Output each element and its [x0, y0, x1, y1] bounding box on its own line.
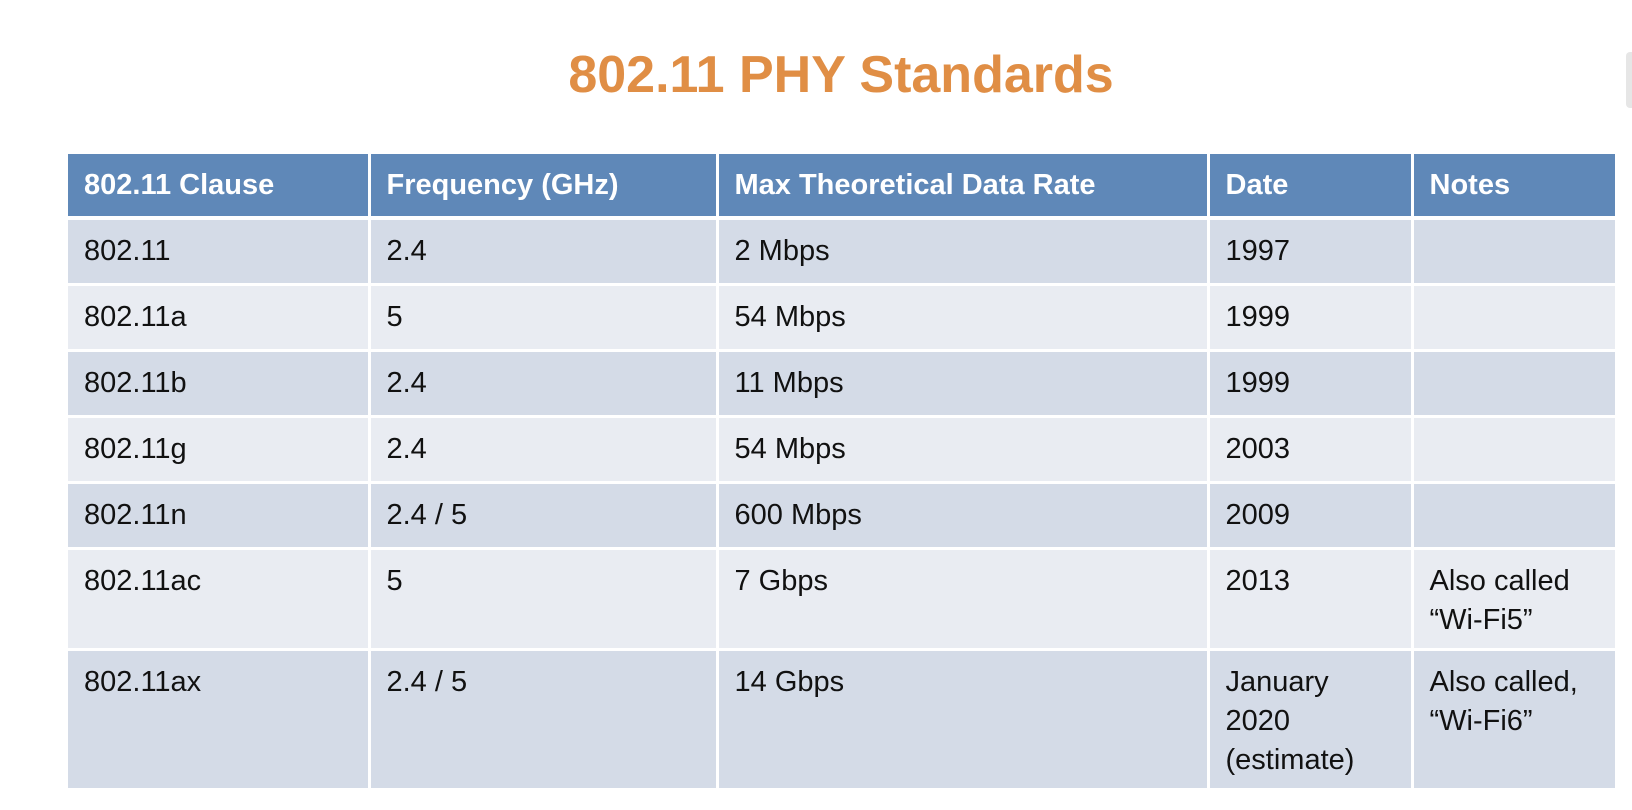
window-edge-handle	[1626, 52, 1632, 108]
cell-date: 2003	[1208, 416, 1414, 484]
cell-clause: 802.11ax	[68, 649, 371, 791]
table-row: 802.11ac 5 7 Gbps 2013 Also called “Wi-F…	[68, 548, 1618, 651]
cell-data-rate: 14 Gbps	[717, 649, 1210, 791]
table-row: 802.11 2.4 2 Mbps 1997	[68, 218, 1618, 286]
cell-data-rate: 2 Mbps	[717, 218, 1210, 286]
cell-date: 1999	[1208, 284, 1414, 352]
cell-clause: 802.11g	[68, 416, 371, 484]
table-row: 802.11b 2.4 11 Mbps 1999	[68, 350, 1618, 418]
cell-notes	[1412, 416, 1618, 484]
cell-frequency: 2.4	[369, 218, 719, 286]
cell-date: 2013	[1208, 548, 1414, 651]
cell-notes: Also called, “Wi-Fi6”	[1412, 649, 1618, 791]
cell-data-rate: 600 Mbps	[717, 482, 1210, 550]
cell-frequency: 5	[369, 548, 719, 651]
cell-data-rate: 7 Gbps	[717, 548, 1210, 651]
cell-clause: 802.11	[68, 218, 371, 286]
cell-notes	[1412, 482, 1618, 550]
cell-frequency: 2.4	[369, 416, 719, 484]
table-row: 802.11n 2.4 / 5 600 Mbps 2009	[68, 482, 1618, 550]
cell-date: 1997	[1208, 218, 1414, 286]
table-header-row: 802.11 Clause Frequency (GHz) Max Theore…	[68, 154, 1618, 220]
header-clause: 802.11 Clause	[68, 154, 371, 220]
cell-frequency: 5	[369, 284, 719, 352]
cell-notes	[1412, 284, 1618, 352]
header-notes: Notes	[1412, 154, 1618, 220]
table-row: 802.11ax 2.4 / 5 14 Gbps January 2020 (e…	[68, 649, 1618, 791]
table-row: 802.11a 5 54 Mbps 1999	[68, 284, 1618, 352]
slide-title: 802.11 PHY Standards	[568, 46, 1114, 104]
cell-date: January 2020 (estimate)	[1208, 649, 1414, 791]
cell-clause: 802.11ac	[68, 548, 371, 651]
cell-notes	[1412, 218, 1618, 286]
cell-frequency: 2.4	[369, 350, 719, 418]
cell-clause: 802.11b	[68, 350, 371, 418]
cell-clause: 802.11a	[68, 284, 371, 352]
cell-notes: Also called “Wi-Fi5”	[1412, 548, 1618, 651]
header-data-rate: Max Theoretical Data Rate	[717, 154, 1210, 220]
cell-date: 2009	[1208, 482, 1414, 550]
cell-frequency: 2.4 / 5	[369, 649, 719, 791]
table-row: 802.11g 2.4 54 Mbps 2003	[68, 416, 1618, 484]
cell-data-rate: 54 Mbps	[717, 284, 1210, 352]
cell-notes	[1412, 350, 1618, 418]
cell-date: 1999	[1208, 350, 1414, 418]
header-frequency: Frequency (GHz)	[369, 154, 719, 220]
cell-data-rate: 11 Mbps	[717, 350, 1210, 418]
cell-clause: 802.11n	[68, 482, 371, 550]
cell-frequency: 2.4 / 5	[369, 482, 719, 550]
header-date: Date	[1208, 154, 1414, 220]
phy-standards-table: 802.11 Clause Frequency (GHz) Max Theore…	[68, 154, 1618, 791]
cell-data-rate: 54 Mbps	[717, 416, 1210, 484]
